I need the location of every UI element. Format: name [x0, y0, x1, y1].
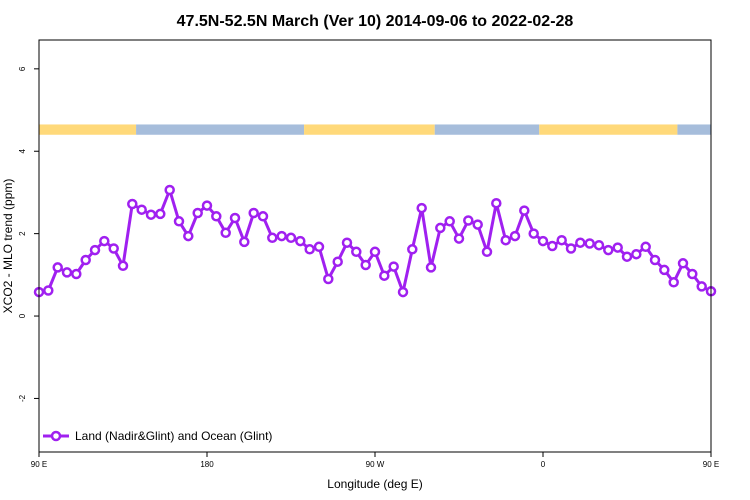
data-point [257, 211, 269, 222]
x-axis-ticks: 90 E 180 90 W 0 90 E [31, 452, 719, 469]
data-point [612, 242, 623, 253]
data-point [453, 233, 465, 244]
x-tick-label: 90 E [31, 460, 47, 469]
data-point [276, 230, 287, 242]
data-point [295, 235, 306, 247]
data-point [239, 236, 250, 248]
chart-title: 47.5N-52.5N March (Ver 10) 2014-09-06 to… [177, 13, 574, 30]
data-point [89, 244, 101, 256]
band-segment-land [39, 124, 137, 135]
data-point [145, 209, 157, 220]
data-point [192, 207, 203, 219]
data-point [183, 230, 194, 242]
surface-band [39, 124, 711, 135]
y-tick-label: 0 [18, 313, 27, 318]
data-point [351, 246, 362, 258]
data-point [304, 244, 315, 255]
data-point [323, 273, 334, 285]
data-point [621, 251, 633, 262]
data-point [631, 248, 642, 260]
data-point [416, 202, 427, 214]
band-segment-ocean [434, 124, 540, 135]
data-point [248, 207, 259, 219]
x-tick-label: 90 W [366, 460, 385, 469]
data-point [173, 216, 185, 227]
band-segment-land [539, 124, 678, 135]
data-point [313, 241, 325, 253]
data-point [668, 277, 679, 288]
data-point [640, 241, 651, 253]
data-point [341, 237, 353, 248]
data-point [528, 228, 539, 239]
data-point [491, 197, 502, 209]
data-point [537, 235, 549, 247]
data-point [575, 237, 586, 248]
y-tick-label: 2 [18, 231, 27, 236]
y-axis-ticks: -2 0 2 4 6 [18, 66, 39, 402]
data-point [379, 270, 390, 281]
data-point [201, 200, 213, 211]
data-point [155, 208, 166, 220]
data-point [696, 281, 707, 292]
data-point [659, 264, 670, 276]
y-axis-label: XCO2 - MLO trend (ppm) [1, 179, 15, 314]
data-point [388, 261, 399, 272]
data-point [99, 235, 110, 247]
band-segment-ocean [136, 124, 305, 135]
data-point [108, 243, 119, 254]
data-point [407, 244, 418, 255]
data-point [500, 234, 511, 246]
data-point [61, 267, 73, 278]
data-point [164, 184, 175, 196]
data-point [220, 227, 231, 239]
data-point [649, 254, 661, 266]
data-point [519, 205, 530, 216]
data-point [285, 232, 297, 244]
data-point [687, 268, 698, 280]
data-point [556, 234, 567, 246]
x-tick-label: 0 [541, 460, 546, 469]
data-point [463, 215, 474, 226]
data-point [267, 232, 278, 244]
data-point [52, 262, 63, 273]
data-point [472, 219, 483, 230]
data-point [565, 243, 577, 254]
data-point [481, 246, 493, 258]
x-axis-label: Longitude (deg E) [327, 477, 422, 491]
data-point [369, 246, 381, 258]
data-point [425, 262, 437, 273]
data-point [117, 260, 129, 272]
band-segment-land [304, 124, 435, 135]
data-point [547, 240, 558, 252]
data-point [211, 211, 222, 222]
series-group [33, 184, 717, 298]
data-point [584, 238, 595, 249]
data-point [136, 204, 147, 215]
data-point [71, 268, 82, 280]
data-point [229, 212, 241, 224]
data-point [332, 256, 343, 267]
y-tick-label: -2 [18, 394, 27, 402]
data-point [677, 258, 689, 269]
data-point [360, 259, 371, 271]
data-point [603, 244, 614, 256]
x-tick-label: 180 [200, 460, 214, 469]
legend-label: Land (Nadir&Glint) and Ocean (Glint) [75, 429, 272, 443]
data-point [509, 230, 521, 242]
y-tick-label: 4 [18, 148, 27, 153]
data-point [43, 285, 54, 296]
band-segment-ocean [677, 124, 711, 135]
legend-marker [50, 430, 62, 442]
x-tick-label: 90 E [703, 460, 719, 469]
data-point [444, 216, 455, 227]
data-point [397, 286, 409, 298]
y-tick-label: 6 [18, 66, 27, 71]
data-point [127, 198, 138, 210]
data-point [80, 254, 91, 266]
legend: Land (Nadir&Glint) and Ocean (Glint) [43, 429, 272, 443]
data-point [593, 239, 605, 251]
data-point [435, 222, 446, 234]
